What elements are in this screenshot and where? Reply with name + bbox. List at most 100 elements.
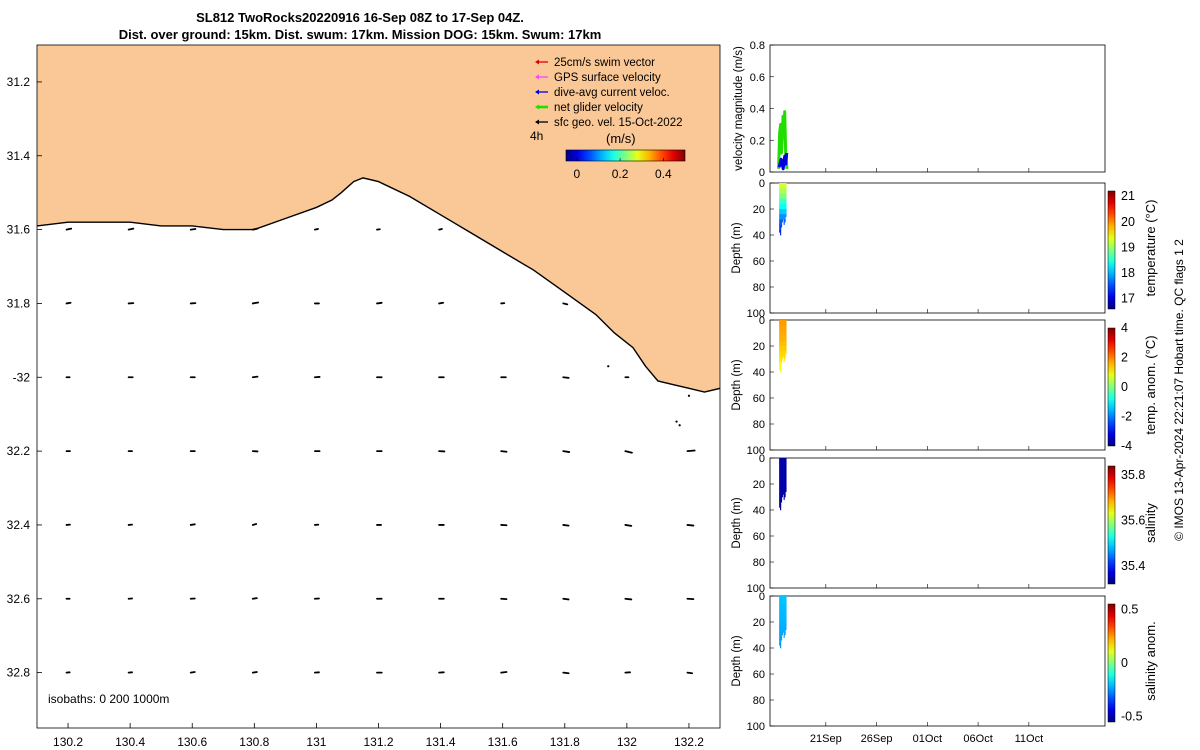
temp_anom-colorbar xyxy=(1107,327,1116,447)
salinity-data-cell xyxy=(781,468,783,474)
temp_anom-data-cell xyxy=(783,346,785,352)
temp_anom-data-cell xyxy=(783,320,785,326)
temperature-y-tick-label: 80 xyxy=(753,282,765,294)
temp_anom-data-cell xyxy=(781,330,783,336)
temperature-data-cell xyxy=(780,183,782,189)
sal_anom-data-cell xyxy=(783,616,785,623)
temperature-data-cell xyxy=(780,224,783,228)
temp_anom-data-cell xyxy=(780,361,783,365)
temperature-data-cell xyxy=(780,224,782,231)
salinity-data-cell xyxy=(779,484,781,490)
legend-entry: GPS surface velocity xyxy=(554,72,661,84)
temperature-data-cell xyxy=(779,229,781,233)
salinity-data-cell xyxy=(783,489,785,495)
temp_anom-data-cell xyxy=(780,340,782,347)
map-colorbar-label: (m/s) xyxy=(606,131,636,146)
sal_anom-data-cell xyxy=(780,627,782,633)
temperature-data-cell xyxy=(783,209,785,215)
sal_anom-data-cell xyxy=(780,632,782,638)
temperature-data-cell xyxy=(784,183,786,189)
salinity-data-cell xyxy=(779,489,781,495)
salinity-data-cell xyxy=(779,463,781,469)
credit-text: © IMOS 13-Apr-2024 22:21:07 Hobart time.… xyxy=(1172,239,1186,541)
temperature-data-cell xyxy=(779,214,781,220)
legend-entry: sfc geo. vel. 15-Oct-2022 xyxy=(554,117,682,129)
velocity-panel-frame xyxy=(769,44,1106,173)
current-vector-arrow xyxy=(562,376,570,379)
sal_anom-data-cell xyxy=(782,596,784,602)
temperature-data-cell xyxy=(782,203,784,210)
temp_anom-data-cell xyxy=(781,320,783,326)
salinity-data-cell xyxy=(780,473,783,480)
salinity-data-cell xyxy=(780,494,783,500)
map-x-tick-label: 131.2 xyxy=(363,735,393,749)
sal_anom-y-tick-label: 100 xyxy=(747,721,765,733)
temp_anom-data-cell xyxy=(780,340,783,347)
sal_anom-data-cell xyxy=(779,627,781,633)
temperature-data-cell xyxy=(782,188,784,194)
sal_anom-data-cell xyxy=(781,611,783,618)
temp_anom-data-cell xyxy=(780,356,783,362)
sal_anom-data-cell xyxy=(784,622,786,628)
temp_anom-y-axis-label: Depth (m) xyxy=(731,359,743,410)
legend-entry: 25cm/s swim vector xyxy=(554,57,655,69)
sal_anom-data-cell xyxy=(783,601,785,607)
temp_anom-data-cell xyxy=(781,335,783,342)
temp_anom-data-cell xyxy=(780,346,783,352)
temperature-data-cell xyxy=(785,198,787,205)
sal_anom-data-cell xyxy=(779,622,781,628)
sal_anom-data-cell xyxy=(783,622,785,628)
temp_anom-data-cell xyxy=(784,330,786,336)
map-x-tick-label: 132 xyxy=(617,735,637,749)
temp_anom-colorbar-tick-label: 0 xyxy=(1121,380,1128,394)
map-colorbar-tick-label: 0.2 xyxy=(612,167,629,181)
temp_anom-data-cell xyxy=(782,330,784,336)
salinity-y-tick-label: 100 xyxy=(747,583,765,595)
current-vector-arrow xyxy=(562,450,571,453)
salinity-data-cell xyxy=(779,504,781,508)
temperature-data-cell xyxy=(779,219,781,225)
sal_anom-data-cell xyxy=(782,627,784,633)
sal_anom-data-cell xyxy=(780,606,782,612)
temperature-data-cell xyxy=(784,198,786,205)
temperature-data-cell xyxy=(780,219,783,225)
temp_anom-colorbar-tick-label: 2 xyxy=(1121,351,1128,365)
temperature-data-cell xyxy=(781,209,783,215)
map-colorbar xyxy=(565,149,686,162)
salinity-data-cell xyxy=(780,478,782,485)
temp_anom-data-cell xyxy=(781,340,783,347)
sal_anom-data-cell xyxy=(784,616,786,623)
sal_anom-data-cell xyxy=(785,596,787,602)
temp_anom-data-cell xyxy=(779,320,781,326)
salinity-data-cell xyxy=(779,473,781,480)
sal_anom-data-cell xyxy=(779,637,781,644)
sal_anom-data-cell xyxy=(782,611,784,618)
temperature-data-cell xyxy=(780,188,783,194)
salinity-data-cell xyxy=(784,478,786,485)
temp_anom-data-cell xyxy=(780,351,783,357)
sal_anom-data-cell xyxy=(780,611,782,618)
salinity-data-cell xyxy=(781,478,783,485)
current-vector-arrow xyxy=(189,523,196,526)
current-vector-arrow xyxy=(251,523,258,526)
temp_anom-y-tick-label: 60 xyxy=(753,393,765,405)
island-dot xyxy=(675,420,678,423)
temperature-colorbar-tick-label: 21 xyxy=(1121,189,1135,203)
temp_anom-data-cell xyxy=(785,340,787,347)
sal_anom-data-cell xyxy=(781,622,783,628)
salinity-colorbar-tick-label: 35.4 xyxy=(1121,559,1145,573)
sal_anom-y-tick-label: 20 xyxy=(753,617,765,629)
salinity-data-cell xyxy=(781,473,783,480)
temp_anom-data-cell xyxy=(782,320,784,326)
temp_anom-data-cell xyxy=(782,346,784,352)
salinity-data-cell xyxy=(780,499,782,506)
temp_anom-data-cell xyxy=(784,356,786,360)
current-vector-arrow xyxy=(251,227,259,231)
temperature-data-cell xyxy=(781,219,783,223)
temperature-data-cell xyxy=(782,193,784,199)
salinity-data-cell xyxy=(780,468,782,474)
sal_anom-y-axis-label: Depth (m) xyxy=(731,635,743,686)
sal_anom-data-cell xyxy=(784,601,786,607)
temperature-data-cell xyxy=(780,209,783,215)
